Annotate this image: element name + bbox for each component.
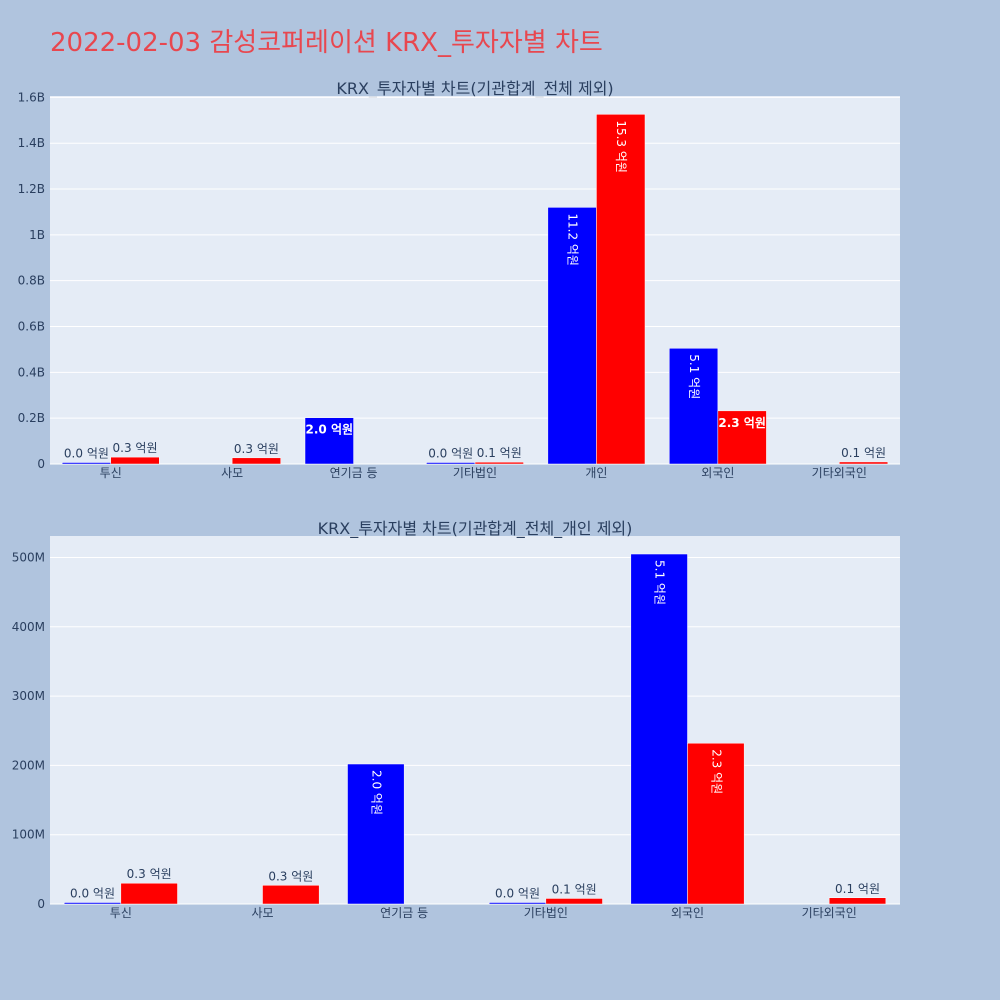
chart-1-bar bbox=[231, 457, 281, 465]
chart-1-data-label: 2.3 억원 bbox=[718, 416, 766, 430]
chart-1-data-label: 0.0 억원 bbox=[64, 447, 109, 461]
chart-1-data-label: 0.1 억원 bbox=[477, 446, 522, 460]
chart-1-x-tick-label: 기타외국인 bbox=[812, 466, 867, 480]
chart-1-y-tick-label: 0 bbox=[37, 457, 45, 471]
chart-1-data-label: 0.1 억원 bbox=[841, 446, 886, 460]
chart-2-y-tick-label: 400M bbox=[12, 620, 45, 634]
chart-2-x-tick-label: 사모 bbox=[251, 906, 273, 920]
chart-2-data-label: 2.3 억원 bbox=[709, 749, 723, 794]
chart-1-y-tick-label: 0.6B bbox=[18, 320, 45, 334]
chart-2-y-tick-label: 0 bbox=[37, 897, 45, 911]
chart-1-bar bbox=[474, 461, 524, 465]
chart-1-data-label: 0.3 억원 bbox=[113, 441, 158, 455]
chart-1-bar bbox=[547, 207, 597, 465]
chart-2-x-tick-label: 외국인 bbox=[671, 906, 704, 920]
chart-1-y-tick-label: 1.6B bbox=[18, 90, 45, 104]
chart-2-x-tick-label: 기타외국인 bbox=[802, 906, 857, 920]
chart-1-y-tick-label: 0.2B bbox=[18, 411, 45, 425]
chart-2-data-label: 0.1 억원 bbox=[552, 882, 597, 896]
chart-2-y-tick-label: 200M bbox=[12, 758, 45, 772]
chart-1-data-label: 0.3 억원 bbox=[234, 442, 279, 456]
chart-1-data-label: 11.2 억원 bbox=[566, 213, 580, 266]
chart-1-x-tick-label: 기타법인 bbox=[453, 466, 497, 480]
chart-2-data-label: 0.0 억원 bbox=[70, 887, 115, 901]
chart-1-plot-area bbox=[50, 96, 900, 464]
chart-2-data-label: 5.1 억원 bbox=[653, 560, 667, 605]
chart-2-x-tick-label: 연기금 등 bbox=[380, 906, 428, 920]
chart-1-x-tick-label: 외국인 bbox=[701, 466, 734, 480]
chart-1-data-label: 15.3 억원 bbox=[614, 120, 628, 173]
chart-1-y-tick-label: 1.2B bbox=[18, 182, 45, 196]
chart-2-bar bbox=[63, 902, 122, 905]
chart-1-y-tick-label: 1B bbox=[29, 228, 45, 242]
chart-1-x-tick-label: 투신 bbox=[100, 466, 122, 480]
chart-1-y-tick-label: 0.8B bbox=[18, 274, 45, 288]
chart-2-title: KRX_투자자별 차트(기관합계_전체_개인 제외) bbox=[318, 519, 633, 539]
chart-1-data-label: 5.1 억원 bbox=[687, 354, 701, 399]
chart-1-x-tick-label: 연기금 등 bbox=[330, 466, 378, 480]
chart-2-data-label: 0.3 억원 bbox=[268, 869, 313, 883]
chart-2-bar bbox=[488, 902, 547, 905]
chart-1-bar bbox=[110, 456, 160, 465]
chart-2-bar bbox=[120, 882, 178, 905]
page-title: 2022-02-03 감성코퍼레이션 KRX_투자자별 차트 bbox=[50, 28, 603, 58]
chart-2-data-label: 2.0 억원 bbox=[369, 770, 383, 815]
chart-1-bar bbox=[304, 417, 354, 465]
chart-2-bar bbox=[545, 898, 603, 905]
chart-2-data-label: 0.3 억원 bbox=[127, 867, 172, 881]
chart-2-bar bbox=[828, 897, 887, 905]
chart-2-y-tick-label: 100M bbox=[12, 828, 45, 842]
chart-2-data-label: 0.1 억원 bbox=[835, 882, 880, 896]
chart-2-bar bbox=[262, 885, 320, 905]
chart-2-y-tick-label: 300M bbox=[12, 689, 45, 703]
chart-1-bar bbox=[61, 462, 111, 465]
chart-2-bar bbox=[347, 763, 405, 905]
chart-2-plot-area bbox=[50, 536, 900, 904]
chart-2-bar bbox=[630, 553, 688, 905]
chart-1-y-tick-label: 1.4B bbox=[18, 136, 45, 150]
chart-1-bar bbox=[669, 348, 719, 465]
chart-2-x-tick-label: 기타법인 bbox=[524, 906, 568, 920]
chart-1-bar bbox=[596, 114, 646, 465]
chart-1-bar bbox=[839, 461, 889, 465]
chart-2-x-tick-label: 투신 bbox=[110, 906, 132, 920]
chart-2-data-label: 0.0 억원 bbox=[495, 887, 540, 901]
chart-2-bar bbox=[687, 742, 745, 905]
chart-1-title: KRX_투자자별 차트(기관합계_전체 제외) bbox=[336, 79, 613, 99]
chart-1-x-tick-label: 사모 bbox=[221, 466, 243, 480]
chart-1-x-tick-label: 개인 bbox=[585, 466, 607, 480]
chart-1-bar bbox=[717, 410, 767, 465]
chart-1-y-tick-label: 0.4B bbox=[18, 365, 45, 379]
chart-2-y-tick-label: 500M bbox=[12, 550, 45, 564]
chart-1-data-label: 0.0 억원 bbox=[428, 447, 473, 461]
chart-1-bar bbox=[426, 462, 476, 465]
chart-1-data-label: 2.0 억원 bbox=[306, 423, 354, 437]
